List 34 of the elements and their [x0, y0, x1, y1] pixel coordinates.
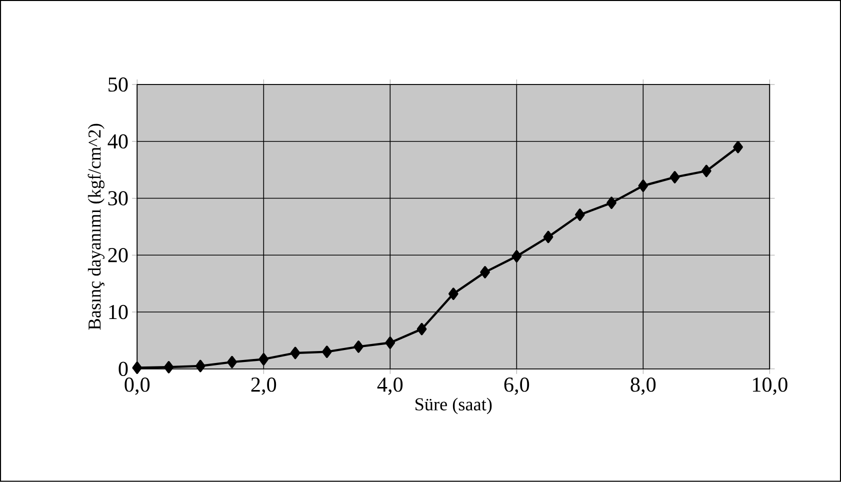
y-axis-title: Basınç dayanımı (kgf/cm^2) — [88, 124, 104, 330]
y-tick-label: 50 — [108, 78, 128, 92]
point — [322, 346, 332, 358]
x-tick-label: 2,0 — [251, 378, 276, 395]
point — [670, 171, 680, 184]
point — [385, 336, 396, 350]
point — [290, 346, 300, 360]
point — [258, 353, 269, 366]
x-axis-title: Süre (saat) — [416, 398, 492, 414]
y-tick-label: 0 — [118, 362, 128, 376]
point — [733, 141, 743, 154]
y-tick-label: 30 — [108, 191, 128, 206]
point — [543, 230, 554, 244]
point — [448, 288, 458, 300]
point — [512, 250, 522, 263]
y-tick-label: 40 — [108, 134, 128, 149]
point — [227, 356, 237, 368]
y-tick-label: 10 — [109, 305, 128, 320]
x-tick-label: 0,0 — [124, 378, 150, 395]
y-tick-label: 20 — [108, 248, 128, 262]
x-tick-label: 8,0 — [630, 378, 656, 395]
point — [606, 196, 616, 210]
x-tick-label: 4,0 — [377, 378, 403, 395]
point — [195, 360, 206, 372]
point — [164, 361, 174, 374]
point — [354, 340, 364, 354]
point — [132, 362, 142, 374]
x-tick-label: 6,0 — [504, 378, 530, 395]
point — [480, 266, 490, 279]
point — [701, 164, 712, 178]
x-tick-label: 10,0 — [752, 378, 788, 395]
point — [638, 180, 648, 192]
point — [416, 323, 427, 336]
point — [574, 208, 585, 222]
